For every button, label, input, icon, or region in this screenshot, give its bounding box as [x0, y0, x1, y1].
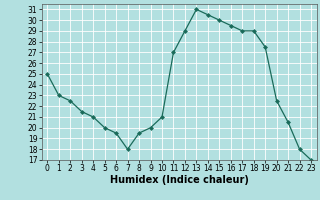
X-axis label: Humidex (Indice chaleur): Humidex (Indice chaleur) — [110, 175, 249, 185]
